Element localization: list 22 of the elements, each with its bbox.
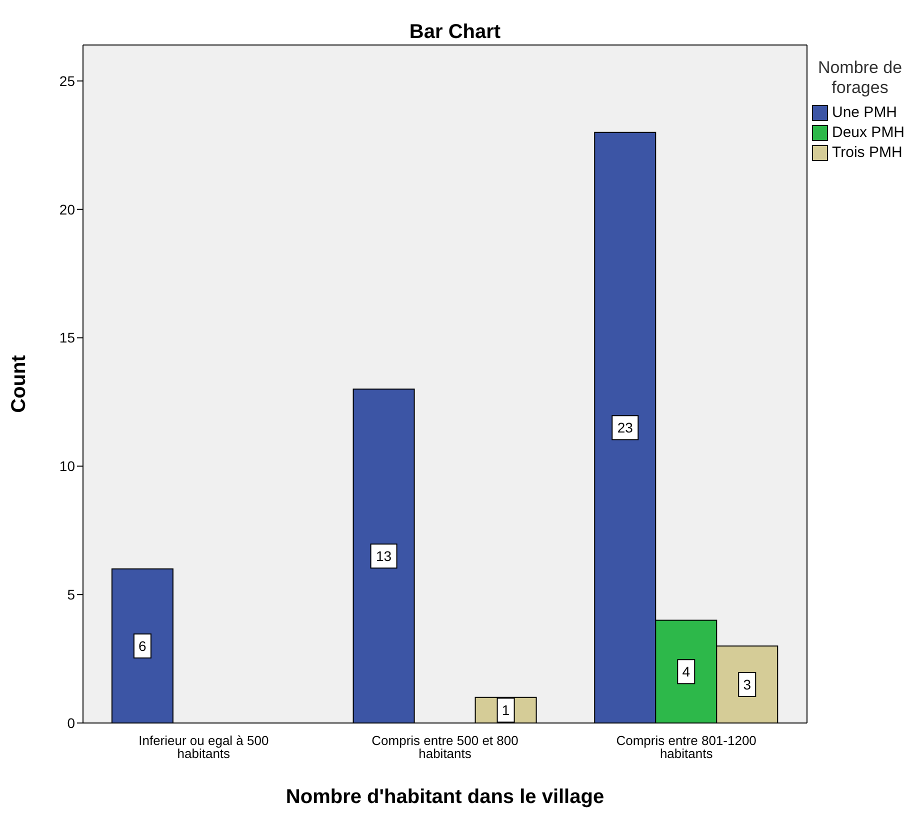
x-tick-label: Compris entre 500 et 800 habitants [372,733,518,761]
y-tick-label: 0 [67,714,76,731]
legend-label: Une PMH [832,104,898,121]
data-label: 13 [376,548,392,564]
legend-label: Deux PMH [832,124,905,141]
data-label: 6 [138,638,147,654]
y-axis-title: Count [8,354,30,413]
data-label: 4 [682,664,690,680]
legend-label: Trois PMH [832,144,902,161]
chart-title: Bar Chart [409,21,501,43]
y-tick-label: 10 [59,458,76,474]
x-axis-title: Nombre d'habitant dans le village [286,786,604,808]
y-tick-label: 5 [67,586,76,603]
y-tick-label: 20 [59,201,76,218]
y-tick-label: 25 [59,72,76,89]
legend-title: Nombre de forages [816,58,904,98]
y-tick-label: 15 [59,330,76,346]
x-tick-label: Inferieur ou egal à 500 habitants [138,733,269,761]
x-tick-label: Compris entre 801-1200 habitants [616,733,756,761]
data-label: 1 [502,702,510,718]
data-label: 23 [617,420,634,436]
data-label: 3 [743,676,752,692]
